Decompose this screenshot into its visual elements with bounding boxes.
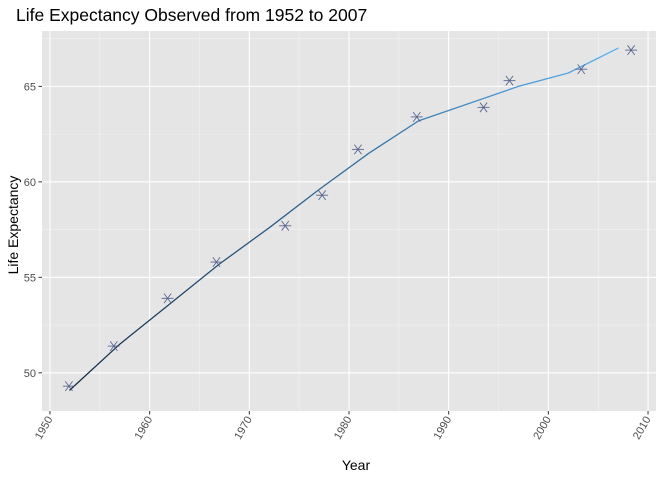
point-stroke xyxy=(64,381,73,392)
point-stroke xyxy=(354,144,362,155)
y-tick-label: 55 xyxy=(24,272,36,284)
major-gridlines xyxy=(42,31,656,411)
y-axis-label: Life Expectancy xyxy=(5,176,21,275)
x-tick-label: 1950 xyxy=(33,415,56,442)
fit-line-series xyxy=(69,47,619,391)
data-point xyxy=(625,45,638,56)
data-point xyxy=(62,381,75,392)
point-stroke xyxy=(505,75,514,86)
y-tick-label: 60 xyxy=(24,177,36,189)
chart-title: Life Expectancy Observed from 1952 to 20… xyxy=(16,5,367,25)
x-tick-label: 1980 xyxy=(332,415,355,442)
y-tick-label: 65 xyxy=(24,81,36,93)
x-tick-label: 1960 xyxy=(133,415,156,442)
data-point xyxy=(477,102,490,113)
x-tick-label: 1990 xyxy=(432,415,455,442)
data-point xyxy=(410,111,423,122)
data-point xyxy=(575,64,588,75)
data-point xyxy=(351,144,364,155)
point-stroke xyxy=(212,256,221,268)
point-stroke xyxy=(479,102,488,113)
data-point xyxy=(161,293,174,304)
point-stroke xyxy=(627,45,636,56)
x-tick-label: 2010 xyxy=(631,415,654,442)
y-tick-label: 50 xyxy=(24,368,36,380)
point-series xyxy=(62,45,638,392)
data-point xyxy=(279,220,292,231)
point-stroke xyxy=(412,111,421,122)
point-stroke xyxy=(163,293,172,304)
point-stroke xyxy=(109,341,118,352)
data-point xyxy=(316,190,329,201)
x-axis-label: Year xyxy=(342,457,371,473)
data-point xyxy=(210,256,223,268)
x-tick-label: 2000 xyxy=(531,415,554,442)
point-stroke xyxy=(577,64,586,75)
fit-line xyxy=(69,47,619,391)
x-tick-label: 1970 xyxy=(232,415,255,442)
point-stroke xyxy=(281,220,290,231)
point-stroke xyxy=(318,190,327,201)
data-point xyxy=(107,341,120,352)
data-point xyxy=(503,75,516,86)
